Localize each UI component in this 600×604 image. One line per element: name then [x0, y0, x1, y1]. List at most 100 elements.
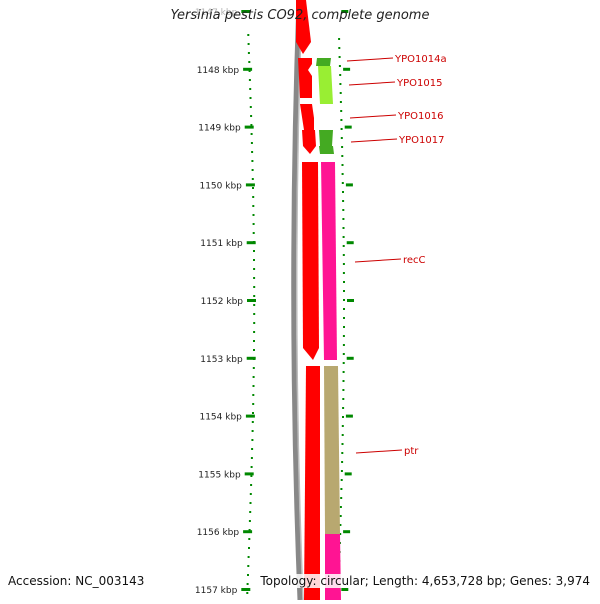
gc-dot [342, 227, 345, 229]
ruler-label: 1147 kbp [195, 8, 238, 18]
gc-dot [251, 430, 254, 432]
gene-label-YPO1017[interactable]: YPO1017 [398, 135, 444, 146]
gene-track [316, 58, 341, 600]
gc-dot [341, 164, 344, 166]
gc-dot [250, 124, 253, 126]
gc-dot [251, 439, 254, 441]
ruler-tick [243, 530, 253, 534]
gc-dot [339, 515, 342, 517]
gc-dot [340, 110, 343, 112]
gc-dot [339, 74, 342, 76]
gc-dot [341, 146, 344, 148]
cds-arrow[interactable] [296, 0, 311, 54]
gene-label-ptr[interactable]: ptr [404, 446, 419, 457]
gene-feature-YPO1017[interactable] [319, 146, 334, 154]
ruler-tick [244, 125, 254, 129]
gene-label-YPO1015[interactable]: YPO1015 [396, 78, 442, 89]
gc-dot [252, 394, 255, 396]
ruler-tick [341, 10, 349, 13]
gc-dot [342, 344, 345, 346]
ruler-label: 1156 kbp [197, 528, 240, 538]
ruler-tick [245, 183, 255, 187]
cds-arrow[interactable] [300, 104, 314, 130]
ruler-tick [345, 414, 353, 418]
gc-dot [248, 520, 251, 522]
gc-dot [340, 497, 343, 499]
gc-dot [341, 443, 344, 445]
map-title: Yersinia pestis CO92, complete genome [170, 8, 430, 23]
ruler-tick [246, 241, 256, 245]
gc-dot [252, 232, 255, 234]
gc-dot [253, 340, 255, 342]
gc-dot [343, 308, 345, 310]
cds-arrow[interactable] [302, 130, 316, 154]
gene-feature-YPO1015[interactable] [318, 66, 333, 104]
gene-feature-recC[interactable] [321, 162, 337, 360]
gc-dot [342, 218, 345, 220]
gc-dot [250, 115, 253, 117]
gene-label-YPO1016[interactable]: YPO1016 [397, 111, 443, 122]
ruler-label: 1151 kbp [200, 239, 243, 249]
gc-dot [251, 448, 254, 450]
gene-feature-YPO1014a[interactable] [316, 58, 331, 66]
gc-dot [253, 322, 256, 324]
gc-dot [250, 475, 253, 477]
cds-arrow[interactable] [304, 366, 320, 600]
gc-dot [252, 412, 254, 414]
gc-dot [252, 403, 255, 405]
gene-label-recC[interactable]: recC [403, 255, 426, 266]
gene-feature-recC-tail[interactable] [325, 534, 341, 600]
gc-dot [338, 38, 341, 40]
gene-feature-YPO1016[interactable] [319, 130, 333, 146]
gene-label-YPO1014a[interactable]: YPO1014a [394, 54, 447, 65]
gc-dot [343, 290, 345, 292]
gc-dot [253, 304, 256, 306]
gc-dot [249, 106, 252, 108]
gene-leader-line [348, 81, 396, 86]
gc-dot [340, 128, 343, 130]
gc-dot [339, 524, 342, 526]
gc-dot [248, 61, 251, 63]
gc-dot [253, 286, 256, 288]
gc-dot [249, 511, 252, 513]
cds-track [296, 0, 320, 600]
gc-dot [339, 506, 342, 508]
ruler-label: 1149 kbp [198, 124, 241, 134]
ruler-tick [247, 299, 256, 302]
gc-dot [341, 425, 344, 427]
gc-dot [251, 151, 254, 153]
gc-dot [342, 236, 345, 238]
gene-labels: YPO1014a YPO1015 YPO1016 YPO1017 recC ptr [346, 54, 447, 457]
gc-dot [249, 493, 252, 495]
gc-dot [338, 65, 341, 67]
gc-dot [338, 47, 341, 49]
ruler-tick [345, 183, 353, 187]
gc-dot [252, 205, 255, 207]
gc-dot [342, 362, 345, 364]
ruler-label: 1148 kbp [197, 66, 240, 76]
cds-arrow[interactable] [298, 58, 312, 98]
ruler-tick [341, 588, 349, 591]
cds-arrow[interactable] [302, 162, 319, 360]
gc-dot [339, 83, 342, 85]
ruler-tick [346, 356, 354, 360]
ruler-label: 1152 kbp [201, 297, 244, 307]
gene-leader-line [346, 57, 394, 62]
gene-feature-ptr[interactable] [324, 366, 340, 534]
ruler-tick [241, 588, 251, 591]
ruler-label: 1153 kbp [200, 355, 243, 365]
gc-dot [342, 416, 344, 418]
gc-dot [246, 592, 249, 594]
gc-dot [249, 88, 252, 90]
ruler-tick [347, 299, 354, 302]
genome-backbone [291, 0, 303, 601]
gc-dot [342, 353, 345, 355]
gene-leader-line [355, 449, 403, 454]
gc-dot [339, 92, 342, 94]
gc-dot [253, 277, 256, 279]
gc-dot [252, 223, 255, 225]
gc-dot [338, 56, 341, 58]
ruler-label: 1154 kbp [199, 413, 242, 423]
gc-dot [342, 263, 345, 265]
